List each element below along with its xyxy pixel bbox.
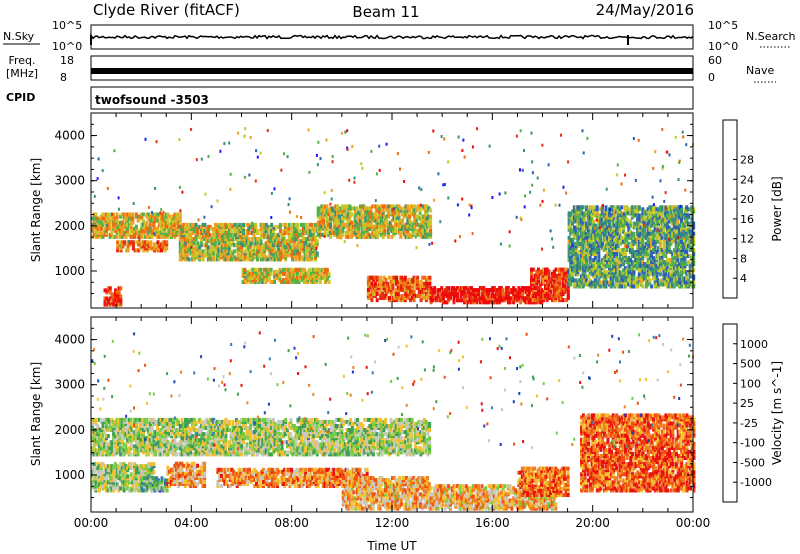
nsearch-label: N.Search (746, 30, 796, 43)
colorbar-tick-label: 28 (740, 154, 754, 167)
x-axis-title: Time UT (366, 539, 417, 553)
y-tick-label: 2000 (54, 423, 85, 437)
x-tick-label: 08:00 (274, 516, 309, 530)
colorbar-tick-label: 500 (740, 358, 761, 371)
power-colorbar: 4 8 12 16 20 24 28 Power [dB] (722, 119, 784, 299)
colorbar-tick-label: -500 (740, 456, 765, 469)
nsky-tick-top: 10^5 (52, 19, 82, 32)
freq-trace (91, 68, 693, 74)
freq-label: Freq. (8, 54, 35, 67)
x-tick-label: 12:00 (375, 516, 410, 530)
cpid-strip-frame (90, 86, 694, 110)
power-y-axis: 1000 2000 3000 4000 (54, 112, 693, 295)
colorbar-tick-label: -25 (740, 417, 758, 430)
power-data-cells (91, 127, 696, 307)
freq-tick-bottom: 8 (60, 71, 67, 84)
colorbar-tick-label: -100 (740, 437, 765, 450)
nsky-label: N.Sky (3, 30, 35, 43)
x-tick-label: 04:00 (174, 516, 209, 530)
colorbar-tick-label: 4 (740, 272, 747, 285)
nave-tick-top: 60 (708, 54, 722, 67)
nsky-tick-bottom: 10^0 (52, 40, 82, 53)
velocity-data-cells (91, 331, 696, 511)
colorbar-tick-label: 1000 (740, 338, 768, 351)
y-tick-label: 4000 (54, 129, 85, 143)
y-tick-label: 2000 (54, 219, 85, 233)
colorbar-tick-label: 100 (740, 377, 761, 390)
colorbar-tick-label: 12 (740, 233, 754, 246)
y-tick-label: 1000 (54, 468, 85, 482)
nave-tick-bottom: 0 (708, 71, 715, 84)
y-tick-label: 3000 (54, 174, 85, 188)
x-tick-label: 20:00 (575, 516, 610, 530)
velocity-colorbar: 1000 500 100 25 -25 -100 -500 -1000 Velocity [m … (722, 323, 784, 503)
x-tick-label: 16:00 (475, 516, 510, 530)
freq-tick-top: 18 (60, 54, 74, 67)
nsky-trace (90, 33, 694, 45)
colorbar-tick-label: 8 (740, 252, 747, 265)
cpid-value: twofsound -3503 (95, 93, 209, 107)
nsearch-tick-top: 10^5 (708, 19, 738, 32)
nave-label: Nave (746, 64, 774, 77)
power-panel: 1000 2000 3000 4000 Slant Range [km] (29, 112, 696, 309)
colorbar-tick-label: -1000 (740, 476, 772, 489)
colorbar-tick-label: 24 (740, 173, 754, 186)
freq-unit: [MHz] (6, 67, 38, 80)
cpid-label: CPID (6, 91, 35, 104)
title-right: 24/May/2016 (596, 1, 694, 19)
colorbar-tick-label: 20 (740, 193, 754, 206)
nsearch-tick-bottom: 10^0 (708, 40, 738, 53)
power-y-label: Slant Range [km] (29, 158, 43, 262)
power-x-axis (90, 113, 694, 308)
title-left: Clyde River (fitACF) (93, 1, 240, 19)
title-center: Beam 11 (352, 3, 419, 21)
x-tick-label: 00:00 (74, 516, 109, 530)
y-tick-label: 4000 (54, 333, 85, 347)
colorbar-label: Velocity [m s^-1] (770, 361, 784, 465)
velocity-panel: 1000 2000 3000 4000 00:00 04:00 08:00 12:00 16:… (29, 316, 711, 553)
y-tick-label: 1000 (54, 264, 85, 278)
y-tick-label: 3000 (54, 378, 85, 392)
x-tick-label: 00:00 (676, 516, 711, 530)
velocity-x-axis: 00:00 04:00 08:00 12:00 16:00 20:00 00:00 (74, 317, 711, 530)
colorbar-label: Power [dB] (770, 176, 784, 241)
velocity-y-label: Slant Range [km] (29, 362, 43, 466)
velocity-y-axis: 1000 2000 3000 4000 (54, 316, 693, 499)
colorbar-tick-label: 16 (740, 213, 754, 226)
colorbar-tick-label: 25 (740, 397, 754, 410)
